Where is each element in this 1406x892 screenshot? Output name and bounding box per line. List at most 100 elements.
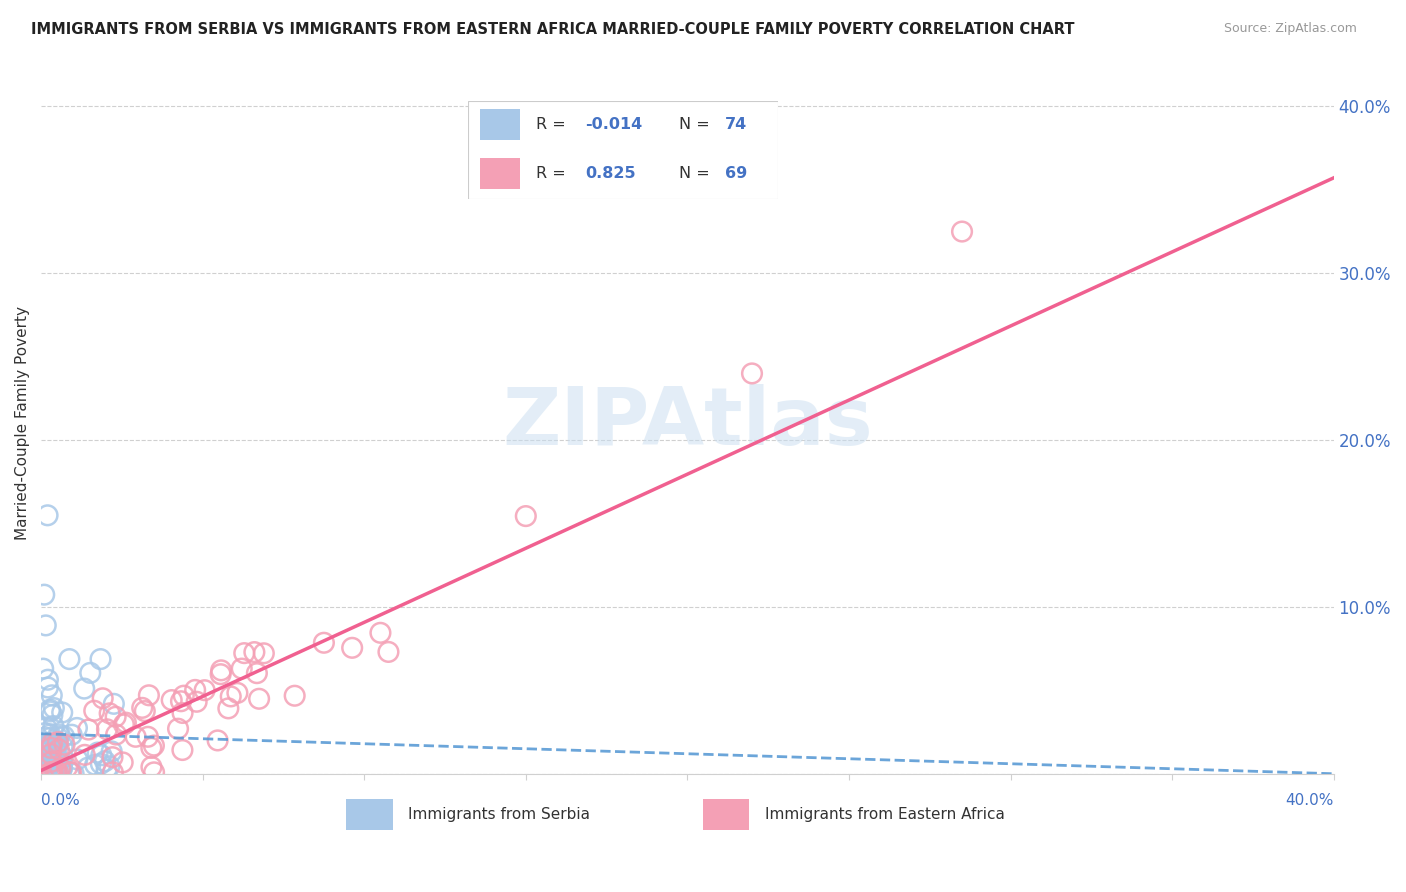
Point (141, 760, 163, 774)
Point (41, 708, 63, 723)
Point (34, 739, 56, 754)
Point (45, 742, 67, 756)
Point (94, 754, 117, 768)
Point (207, 733, 229, 747)
Point (35, 721, 58, 735)
Point (41, 765, 63, 780)
Point (49, 761, 72, 775)
Point (515, 509, 537, 524)
Point (37, 751, 59, 765)
Point (37, 508, 59, 523)
Point (39, 705, 62, 719)
Point (46, 737, 69, 751)
Point (45, 753, 67, 767)
Point (39, 740, 62, 755)
Point (41, 739, 63, 754)
Point (96, 723, 118, 737)
Point (31, 765, 53, 780)
Point (37, 681, 59, 695)
Point (66, 752, 89, 766)
Point (62, 767, 84, 781)
Point (34, 731, 56, 745)
Point (160, 693, 183, 707)
Point (741, 367, 763, 381)
Point (142, 739, 165, 753)
Point (39, 755, 62, 769)
Point (167, 722, 190, 736)
Point (89, 652, 111, 666)
Point (79, 665, 101, 680)
Point (131, 701, 153, 715)
Point (103, 697, 125, 711)
Point (138, 688, 160, 702)
Point (39, 765, 62, 780)
Point (101, 765, 124, 780)
Point (100, 744, 122, 758)
Point (124, 730, 146, 744)
Point (77, 723, 100, 737)
Point (49, 764, 72, 779)
Point (173, 689, 195, 703)
Point (46, 765, 69, 780)
Point (39, 703, 62, 717)
Point (42, 701, 65, 715)
Point (284, 689, 307, 703)
Text: ZIPAtlas: ZIPAtlas (502, 384, 873, 462)
Point (104, 710, 127, 724)
Point (39, 727, 62, 741)
Point (37, 738, 59, 752)
Point (42, 761, 65, 775)
Point (37, 752, 59, 766)
Point (37, 753, 59, 767)
Point (112, 717, 135, 731)
Point (46, 730, 69, 744)
Point (134, 704, 156, 718)
Point (38, 750, 60, 764)
Point (45, 765, 67, 780)
Point (51, 706, 73, 720)
Point (45, 739, 67, 753)
Point (141, 740, 163, 755)
Point (91, 691, 114, 706)
Point (194, 683, 217, 698)
Point (46, 762, 69, 776)
Point (231, 662, 253, 676)
Point (42, 756, 65, 770)
Point (60, 728, 83, 742)
Point (53, 738, 76, 752)
Point (45, 750, 67, 764)
Point (111, 756, 134, 770)
Point (90, 756, 112, 771)
Point (73, 681, 96, 696)
Point (172, 706, 194, 720)
Point (66, 721, 89, 735)
Point (209, 664, 232, 678)
Point (45, 737, 67, 751)
Point (59, 765, 82, 780)
Point (38, 742, 60, 756)
Point (86, 746, 108, 760)
Y-axis label: Married-Couple Family Poverty: Married-Couple Family Poverty (15, 307, 30, 541)
Point (83, 704, 105, 718)
Point (49, 728, 72, 742)
Point (340, 640, 363, 655)
Point (51, 762, 73, 776)
Point (950, 225, 973, 239)
Point (41, 736, 63, 750)
Point (233, 646, 256, 660)
Point (48, 742, 70, 756)
Text: IMMIGRANTS FROM SERBIA VS IMMIGRANTS FROM EASTERN AFRICA MARRIED-COUPLE FAMILY P: IMMIGRANTS FROM SERBIA VS IMMIGRANTS FRO… (31, 22, 1074, 37)
Point (32, 588, 55, 602)
Point (170, 694, 193, 708)
Point (143, 765, 166, 780)
Point (115, 715, 138, 730)
Point (32, 662, 55, 676)
Point (186, 695, 208, 709)
Point (52, 739, 75, 754)
Text: 40.0%: 40.0% (1285, 793, 1334, 807)
Point (52, 750, 75, 764)
Point (51, 757, 73, 772)
Point (246, 666, 269, 681)
Point (42, 752, 65, 766)
Point (37, 673, 59, 687)
